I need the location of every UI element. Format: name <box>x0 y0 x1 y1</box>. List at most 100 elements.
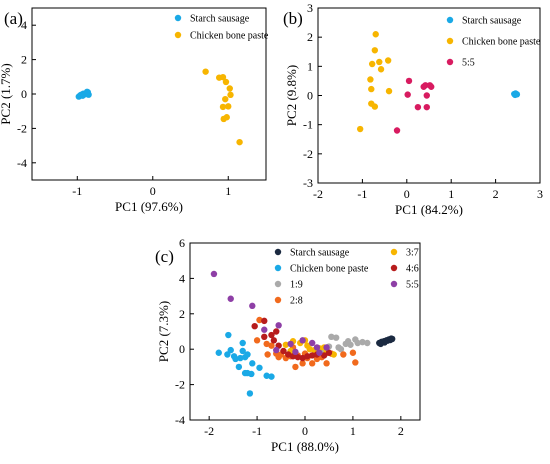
data-point <box>328 333 335 341</box>
data-point <box>356 125 364 133</box>
x-tick-label: -1 <box>252 424 262 438</box>
legend-label: Starch sausage <box>462 16 522 27</box>
y-tick-label: 0 <box>307 89 313 103</box>
data-point <box>222 78 230 86</box>
data-point <box>372 31 379 38</box>
data-point <box>220 115 227 123</box>
data-point <box>371 103 379 110</box>
data-point <box>282 341 290 348</box>
data-point <box>414 103 422 111</box>
data-point <box>352 359 359 366</box>
legend-label: 2:8 <box>290 296 303 307</box>
data-point <box>215 349 222 356</box>
data-point <box>226 85 233 92</box>
legend: Starch sausage Chicken bone paste 1:9 2:8 3:… <box>274 248 419 307</box>
data-point <box>83 88 91 95</box>
legend-marker <box>446 37 454 45</box>
chart-panel-a: -1 0 1 -4 -2 0 2 4 PC1 (97.6%) PC2 (1.7%) Starch s… <box>0 7 269 214</box>
data-point <box>261 326 268 333</box>
legend-label: Chicken bone paste <box>190 31 269 42</box>
data-point <box>244 351 251 358</box>
data-point <box>389 335 396 343</box>
data-point <box>428 83 435 90</box>
data-point <box>292 348 299 356</box>
y-tick-label: -2 <box>303 147 313 161</box>
y-axis-label: PC2 (7.3%) <box>156 301 171 362</box>
x-axis-label: PC1 (97.6%) <box>115 199 183 214</box>
y-axis-label: PC2 (9.8%) <box>284 65 299 126</box>
panel-label-a: (a) <box>4 9 23 28</box>
legend-label: 3:7 <box>406 248 419 259</box>
data-point <box>246 390 254 397</box>
legend-marker <box>174 14 182 22</box>
legend-label: Starch sausage <box>290 248 350 259</box>
x-axis-label: PC1 (84.2%) <box>395 202 463 217</box>
data-point <box>323 360 330 367</box>
data-point <box>306 346 313 353</box>
data-point <box>210 270 218 278</box>
data-point <box>299 360 306 367</box>
data-point <box>256 316 263 324</box>
data-point <box>367 76 374 83</box>
legend-marker <box>446 16 454 24</box>
chart-panel-c: -2 -1 0 1 2 -4 -2 0 2 4 6 PC1 (88.0%) PC2 (7.3%) Star… <box>156 236 421 454</box>
x-tick-label: 2 <box>398 424 404 438</box>
y-tick-label: -4 <box>175 413 185 427</box>
data-point <box>202 68 209 75</box>
legend-marker <box>446 58 454 66</box>
x-tick-label: -1 <box>72 184 82 198</box>
data-point <box>268 373 275 380</box>
data-point <box>239 347 246 355</box>
data-point <box>332 334 340 341</box>
data-point <box>511 91 519 99</box>
series-chicken-bone-paste <box>356 31 393 133</box>
y-tick-label: -2 <box>175 378 185 392</box>
data-point <box>268 331 275 339</box>
data-point <box>237 354 244 362</box>
legend-label: 1:9 <box>290 280 303 291</box>
data-point <box>368 85 375 93</box>
data-point <box>292 363 299 371</box>
data-point <box>263 372 270 379</box>
y-tick-label: -1 <box>303 118 313 132</box>
data-point <box>335 344 342 351</box>
series-starch-sausage <box>376 335 396 348</box>
data-point <box>227 91 234 99</box>
data-point <box>340 351 347 358</box>
y-tick-label: -4 <box>17 156 27 170</box>
data-point <box>251 322 258 330</box>
legend-marker <box>390 248 398 256</box>
data-point <box>227 295 234 302</box>
y-tick-label: -3 <box>303 176 313 190</box>
data-point <box>377 340 384 348</box>
series-chicken-bone-paste <box>202 68 243 146</box>
panel-label-c: (c) <box>155 247 174 266</box>
data-point <box>219 73 227 81</box>
data-point <box>404 91 411 98</box>
legend-label: 5:5 <box>406 280 419 291</box>
data-point <box>273 328 280 335</box>
x-tick-label: 1 <box>350 424 356 438</box>
data-point <box>316 349 323 356</box>
legend-marker <box>274 264 282 272</box>
series-starch-sausage <box>511 90 521 99</box>
data-point <box>393 127 401 134</box>
legend-label: Chicken bone paste <box>290 264 369 275</box>
legend-marker <box>390 264 398 272</box>
data-point <box>225 331 232 339</box>
data-point <box>219 103 227 111</box>
data-point <box>248 370 255 378</box>
panel-label-b: (b) <box>283 9 303 28</box>
data-point <box>256 364 263 371</box>
data-point <box>227 346 234 354</box>
data-point <box>308 360 316 367</box>
legend-marker <box>274 248 282 256</box>
x-tick-label: 1 <box>225 184 231 198</box>
legend-marker <box>390 280 398 288</box>
x-tick-label: -2 <box>313 187 323 201</box>
data-point <box>222 95 229 103</box>
series-5-5 <box>393 77 435 134</box>
legend-marker <box>174 31 182 39</box>
